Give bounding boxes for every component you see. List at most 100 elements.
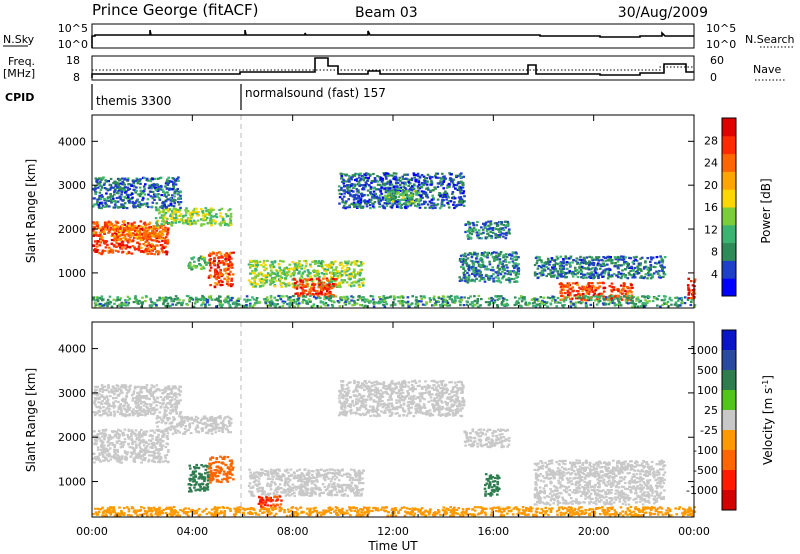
echo-cell (476, 220, 479, 224)
echo-cell (329, 277, 333, 280)
echo-cell (197, 259, 201, 262)
echo-cell (155, 222, 159, 225)
echo-cell (498, 271, 501, 275)
echo-cell (370, 181, 373, 184)
echo-cell (597, 275, 600, 278)
echo-cell (188, 266, 192, 269)
echo-cell (466, 281, 470, 284)
echo-cell (151, 232, 154, 235)
echo-cell (568, 270, 572, 273)
echo-cell (158, 212, 161, 215)
echo-cell (219, 252, 223, 255)
echo-cell (604, 303, 608, 306)
echo-cell (486, 251, 489, 254)
echo-cell (304, 278, 307, 281)
echo-cell (215, 297, 219, 300)
echo-cell (355, 302, 359, 305)
echo-cell (363, 298, 367, 301)
echo-cell (420, 182, 424, 185)
echo-cell (491, 256, 495, 259)
echo-cell (270, 281, 273, 284)
echo-cell (156, 184, 160, 187)
echo-cell (94, 231, 98, 234)
echo-cell (561, 304, 564, 307)
echo-cell (540, 274, 543, 277)
echo-cell (304, 265, 308, 268)
echo-cell (128, 297, 131, 300)
echo-cell (316, 261, 319, 264)
echo-cell (485, 229, 489, 232)
echo-cell (173, 195, 176, 198)
echo-cell (642, 277, 646, 280)
echo-cell (302, 259, 306, 263)
echo-cell (220, 256, 223, 259)
echo-cell (212, 219, 216, 222)
echo-cell (179, 201, 183, 204)
echo-cell (169, 214, 172, 217)
echo-cell (623, 295, 626, 298)
power-colorbar-tick-0: 4 (711, 268, 718, 281)
echo-cell (561, 295, 565, 298)
echo-cell (338, 263, 342, 266)
echo-cell (118, 195, 122, 198)
echo-cell (543, 300, 546, 303)
echo-cell (463, 255, 466, 258)
echo-cell (475, 231, 479, 234)
echo-cell (138, 230, 142, 233)
echo-cell (573, 294, 577, 297)
echo-cell (109, 221, 112, 224)
echo-cell (323, 269, 326, 272)
echo-cell (344, 300, 347, 303)
echo-cell (171, 177, 174, 180)
echo-cell (384, 191, 388, 194)
echo-cell (309, 294, 312, 297)
echo-cell (113, 302, 116, 305)
echo-cell (352, 299, 356, 302)
echo-cell (562, 265, 565, 268)
echo-cell (439, 195, 442, 198)
echo-cell (120, 225, 124, 228)
echo-cell (330, 287, 334, 290)
echo-cell (607, 303, 611, 306)
echo-cell (209, 217, 212, 220)
echo-cell (109, 248, 113, 251)
echo-cell (602, 262, 606, 265)
echo-cell (453, 206, 456, 210)
echo-cell (580, 297, 583, 300)
echo-cell (145, 177, 149, 180)
echo-cell (203, 299, 206, 302)
echo-cell (498, 254, 501, 257)
echo-cell (169, 304, 172, 307)
echo-cell (332, 269, 335, 272)
echo-cell (148, 244, 152, 247)
echo-cell (141, 203, 145, 206)
echo-cell (614, 262, 617, 265)
echo-cell (517, 273, 521, 276)
echo-cell (472, 221, 475, 225)
echo-cell (348, 177, 351, 180)
echo-cell (494, 276, 498, 279)
echo-cell (584, 302, 588, 305)
echo-cell (100, 201, 104, 204)
echo-cell (659, 305, 662, 308)
echo-cell (385, 187, 388, 190)
echo-cell (171, 209, 174, 213)
echo-cell (647, 274, 650, 277)
echo-cell (339, 285, 342, 289)
echo-cell (219, 271, 222, 274)
echo-cell (121, 177, 124, 180)
echo-cell (476, 262, 480, 265)
echo-cell (173, 199, 177, 202)
echo-cell (229, 270, 232, 273)
echo-cell (262, 298, 266, 301)
echo-cell (359, 172, 362, 175)
echo-cell (331, 277, 335, 280)
echo-cell (224, 254, 228, 258)
echo-cell (503, 232, 506, 235)
echo-cell (416, 185, 420, 188)
echo-cell (323, 275, 326, 278)
echo-cell (208, 261, 212, 265)
echo-cell (251, 305, 255, 308)
echo-cell (119, 237, 123, 240)
echo-cell (567, 284, 571, 287)
